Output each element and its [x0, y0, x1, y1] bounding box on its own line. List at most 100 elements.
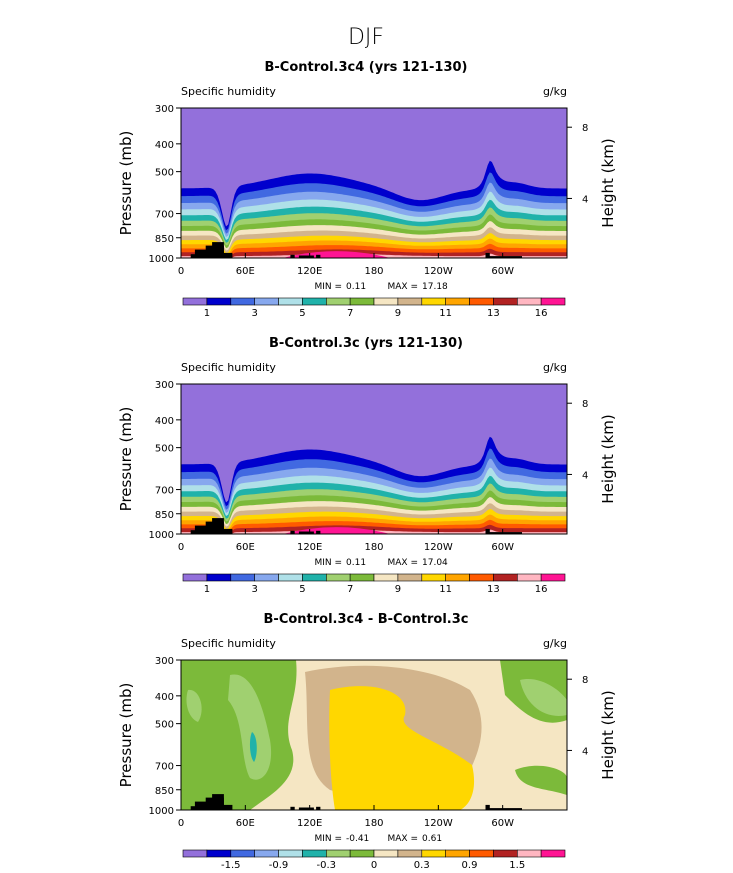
colorbar-swatch	[421, 573, 446, 582]
colorbar-swatch	[230, 297, 256, 306]
panel-units-label: g/kg	[543, 85, 567, 98]
topography-block	[290, 530, 295, 534]
colorbar-swatch	[254, 849, 279, 858]
longitude-tick-label: 0	[178, 266, 184, 277]
colorbar-label: 3	[251, 308, 257, 319]
colorbar-label: 7	[347, 308, 353, 319]
min-value: 0.11	[346, 558, 366, 568]
colorbar-label: -0.3	[316, 860, 336, 871]
y-axis-title: Pressure (mb)	[117, 683, 135, 788]
colorbar-swatch	[397, 297, 423, 306]
colorbar-swatch	[540, 573, 566, 582]
max-label: MAX =	[388, 282, 419, 292]
min-label: MIN =	[314, 558, 342, 568]
longitude-tick-label: 120E	[297, 266, 322, 277]
max-value: 17.18	[422, 282, 448, 292]
pressure-tick-label: 1000	[149, 530, 174, 541]
colorbar-swatch	[516, 297, 542, 306]
topography-block	[485, 528, 490, 534]
max-value: 17.04	[422, 558, 448, 568]
longitude-tick-label: 120W	[424, 542, 453, 553]
colorbar-swatch	[445, 573, 470, 582]
colorbar-label: -0.9	[269, 860, 289, 871]
longitude-tick-label: 120W	[424, 818, 453, 829]
y-axis-title: Pressure (mb)	[117, 407, 135, 512]
min-value: -0.41	[346, 834, 369, 844]
colorbar-label: 9	[395, 308, 401, 319]
topography-block	[212, 242, 224, 258]
colorbar-swatch	[493, 849, 518, 858]
min-label: MIN =	[314, 282, 342, 292]
panel-units-label: g/kg	[543, 637, 567, 650]
colorbar-label: 9	[395, 584, 401, 595]
height-tick-label: 8	[582, 399, 588, 410]
colorbar-swatch	[540, 297, 566, 306]
colorbar-swatch	[540, 849, 566, 858]
min-label: MIN =	[314, 834, 342, 844]
colorbar-label: 5	[299, 584, 305, 595]
colorbar-swatch	[230, 573, 256, 582]
topography-block	[485, 804, 490, 810]
colorbar-swatch	[397, 849, 423, 858]
colorbar-swatch	[325, 849, 351, 858]
colorbar-swatch	[373, 849, 399, 858]
colorbar-swatch	[493, 573, 518, 582]
pressure-tick-label: 500	[155, 444, 174, 455]
longitude-tick-label: 0	[178, 818, 184, 829]
topography-block	[194, 249, 211, 258]
topography	[190, 242, 522, 258]
colorbar-swatch	[182, 849, 208, 858]
colorbar-label: 13	[487, 584, 500, 595]
pressure-tick-label: 850	[155, 234, 174, 245]
pressure-tick-label: 700	[155, 210, 174, 221]
topography-block	[194, 801, 211, 810]
colorbar-label: 5	[299, 308, 305, 319]
min-value: 0.11	[346, 282, 366, 292]
colorbar-swatch	[469, 573, 494, 582]
height-tick-label: 8	[582, 123, 588, 134]
diff-region-negative-southeast	[515, 765, 567, 795]
max-label: MAX =	[388, 558, 419, 568]
colorbar-swatch	[182, 297, 208, 306]
panel-left-label: Specific humidity	[181, 361, 276, 374]
pressure-tick-label: 700	[155, 486, 174, 497]
colorbar-swatch	[278, 573, 303, 582]
colorbar-swatch	[421, 297, 446, 306]
height-tick-label: 4	[582, 470, 588, 481]
panel-left-label: Specific humidity	[181, 637, 276, 650]
pressure-tick-label: 400	[155, 692, 174, 703]
diff-region-small-west	[186, 689, 202, 722]
colorbar-swatch	[445, 849, 470, 858]
colorbar-swatch	[325, 573, 351, 582]
colorbar-swatch	[373, 297, 399, 306]
pressure-tick-label: 300	[155, 104, 174, 115]
colorbar-label: -1.5	[221, 860, 241, 871]
pressure-tick-label: 500	[155, 720, 174, 731]
topography-block	[485, 252, 490, 258]
longitude-tick-label: 120E	[297, 542, 322, 553]
topography-block	[316, 254, 321, 258]
topography-block	[298, 531, 314, 534]
pressure-tick-label: 850	[155, 510, 174, 521]
topography-block	[298, 255, 314, 258]
pressure-tick-label: 300	[155, 380, 174, 391]
diff-region-negative-east2	[520, 679, 567, 716]
colorbar-label: 13	[487, 308, 500, 319]
colorbar-swatch	[230, 849, 256, 858]
diff-region-positive-core	[329, 686, 475, 810]
colorbar-label: 0.3	[414, 860, 430, 871]
colorbar-swatch	[278, 297, 303, 306]
colorbar-label: 3	[251, 584, 257, 595]
colorbar-swatch	[516, 849, 542, 858]
colorbar-swatch	[182, 573, 208, 582]
colorbar-swatch	[278, 849, 303, 858]
topography-block	[214, 804, 233, 810]
height-tick-label: 4	[582, 746, 588, 757]
topography-block	[485, 256, 522, 258]
longitude-tick-label: 60W	[491, 542, 514, 553]
y2-axis-title: Height (km)	[599, 414, 617, 503]
colorbar-label: 1	[204, 584, 210, 595]
colorbar-swatch	[349, 297, 375, 306]
colorbar-swatch	[302, 297, 327, 306]
